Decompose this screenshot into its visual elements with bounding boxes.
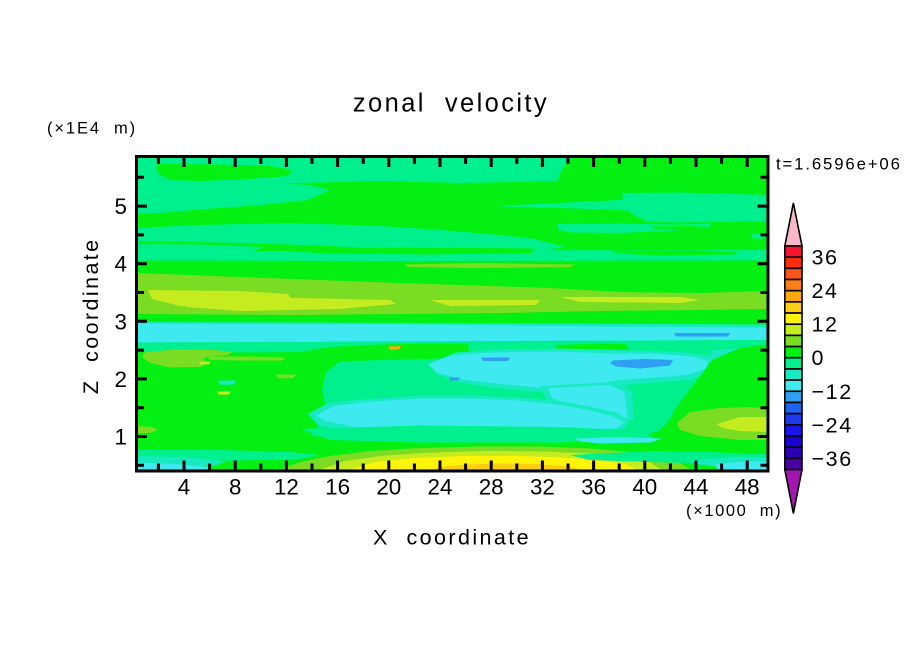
svg-text:32: 32: [530, 474, 555, 499]
svg-text:3: 3: [115, 309, 127, 334]
svg-text:2: 2: [115, 367, 127, 392]
svg-text:−36: −36: [812, 447, 853, 471]
svg-text:24: 24: [812, 279, 839, 303]
svg-text:36: 36: [812, 246, 839, 270]
svg-text:16: 16: [325, 474, 350, 499]
svg-text:t=1.6596e+06: t=1.6596e+06: [776, 155, 902, 174]
svg-text:−12: −12: [812, 380, 853, 404]
svg-text:X coordinate: X coordinate: [373, 526, 531, 550]
svg-text:zonal velocity: zonal velocity: [353, 90, 549, 118]
svg-text:8: 8: [229, 474, 241, 499]
svg-text:36: 36: [581, 474, 606, 499]
svg-text:0: 0: [812, 346, 826, 370]
svg-text:40: 40: [632, 474, 657, 499]
svg-text:(×1E4 m): (×1E4 m): [47, 120, 137, 138]
svg-text:12: 12: [812, 313, 839, 337]
svg-text:1: 1: [115, 425, 127, 450]
svg-text:4: 4: [178, 474, 190, 499]
svg-text:Z coordinate: Z coordinate: [79, 237, 103, 394]
svg-text:(×1000 m): (×1000 m): [686, 502, 782, 520]
svg-text:5: 5: [115, 194, 127, 219]
svg-text:28: 28: [479, 474, 504, 499]
svg-text:24: 24: [428, 474, 453, 499]
svg-text:44: 44: [684, 474, 709, 499]
svg-text:48: 48: [735, 474, 760, 499]
svg-text:12: 12: [274, 474, 299, 499]
svg-text:20: 20: [376, 474, 401, 499]
svg-text:4: 4: [115, 252, 127, 277]
svg-text:−24: −24: [812, 413, 853, 437]
